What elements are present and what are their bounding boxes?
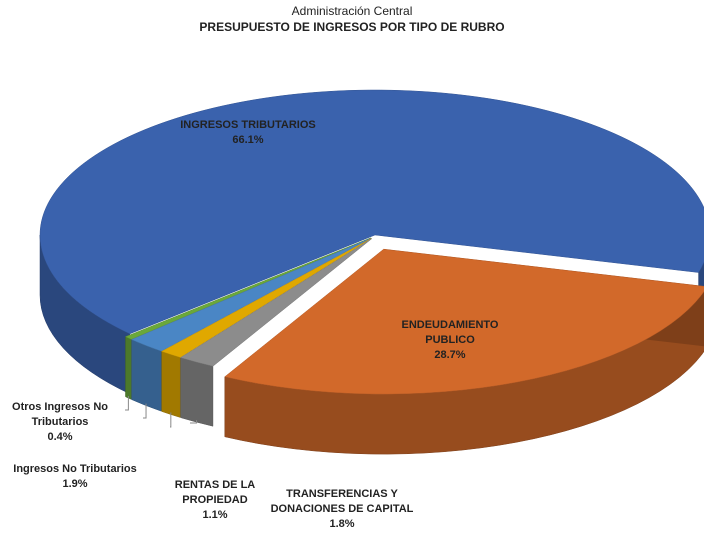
slice (180, 238, 373, 367)
label-name: TRANSFERENCIAS Y DONACIONES DE CAPITAL (270, 488, 414, 515)
slice-side (125, 336, 132, 400)
data-label: ENDEUDAMIENTO PUBLICO 28.7% (385, 318, 515, 363)
slice (39, 89, 704, 335)
slice (161, 238, 372, 358)
slice (224, 248, 704, 395)
chart-subtitle: Administración Central (291, 4, 413, 18)
slice-side (161, 351, 181, 418)
slice-side (180, 357, 214, 427)
label-value: 66.1% (232, 134, 264, 146)
leader-line (170, 412, 172, 428)
label-value: 1.9% (62, 478, 88, 490)
slice-side (131, 339, 162, 412)
slice (130, 237, 372, 352)
data-label: TRANSFERENCIAS Y DONACIONES DE CAPITAL 1.… (262, 487, 422, 532)
label-name: RENTAS DE LA PROPIEDAD (174, 479, 256, 506)
label-value: 28.7% (434, 349, 466, 361)
data-label: INGRESOS TRIBUTARIOS 66.1% (168, 118, 328, 148)
label-name: INGRESOS TRIBUTARIOS (180, 119, 316, 131)
label-value: 0.4% (47, 431, 73, 443)
leader-line (125, 396, 129, 411)
label-value: 1.8% (329, 518, 355, 530)
leader-line (143, 403, 147, 419)
leader-line (190, 420, 198, 424)
label-value: 1.1% (202, 509, 228, 521)
label-name: ENDEUDAMIENTO PUBLICO (401, 319, 499, 346)
data-label: RENTAS DE LA PROPIEDAD 1.1% (165, 478, 265, 523)
data-label: Otros Ingresos No Tributarios 0.4% (0, 400, 120, 445)
slice (124, 237, 371, 340)
data-label: Ingresos No Tributarios 1.9% (0, 462, 150, 492)
label-name: Ingresos No Tributarios (13, 463, 137, 475)
chart-title: PRESUPUESTO DE INGRESOS POR TIPO DE RUBR… (199, 20, 505, 34)
label-name: Otros Ingresos No Tributarios (12, 401, 108, 428)
